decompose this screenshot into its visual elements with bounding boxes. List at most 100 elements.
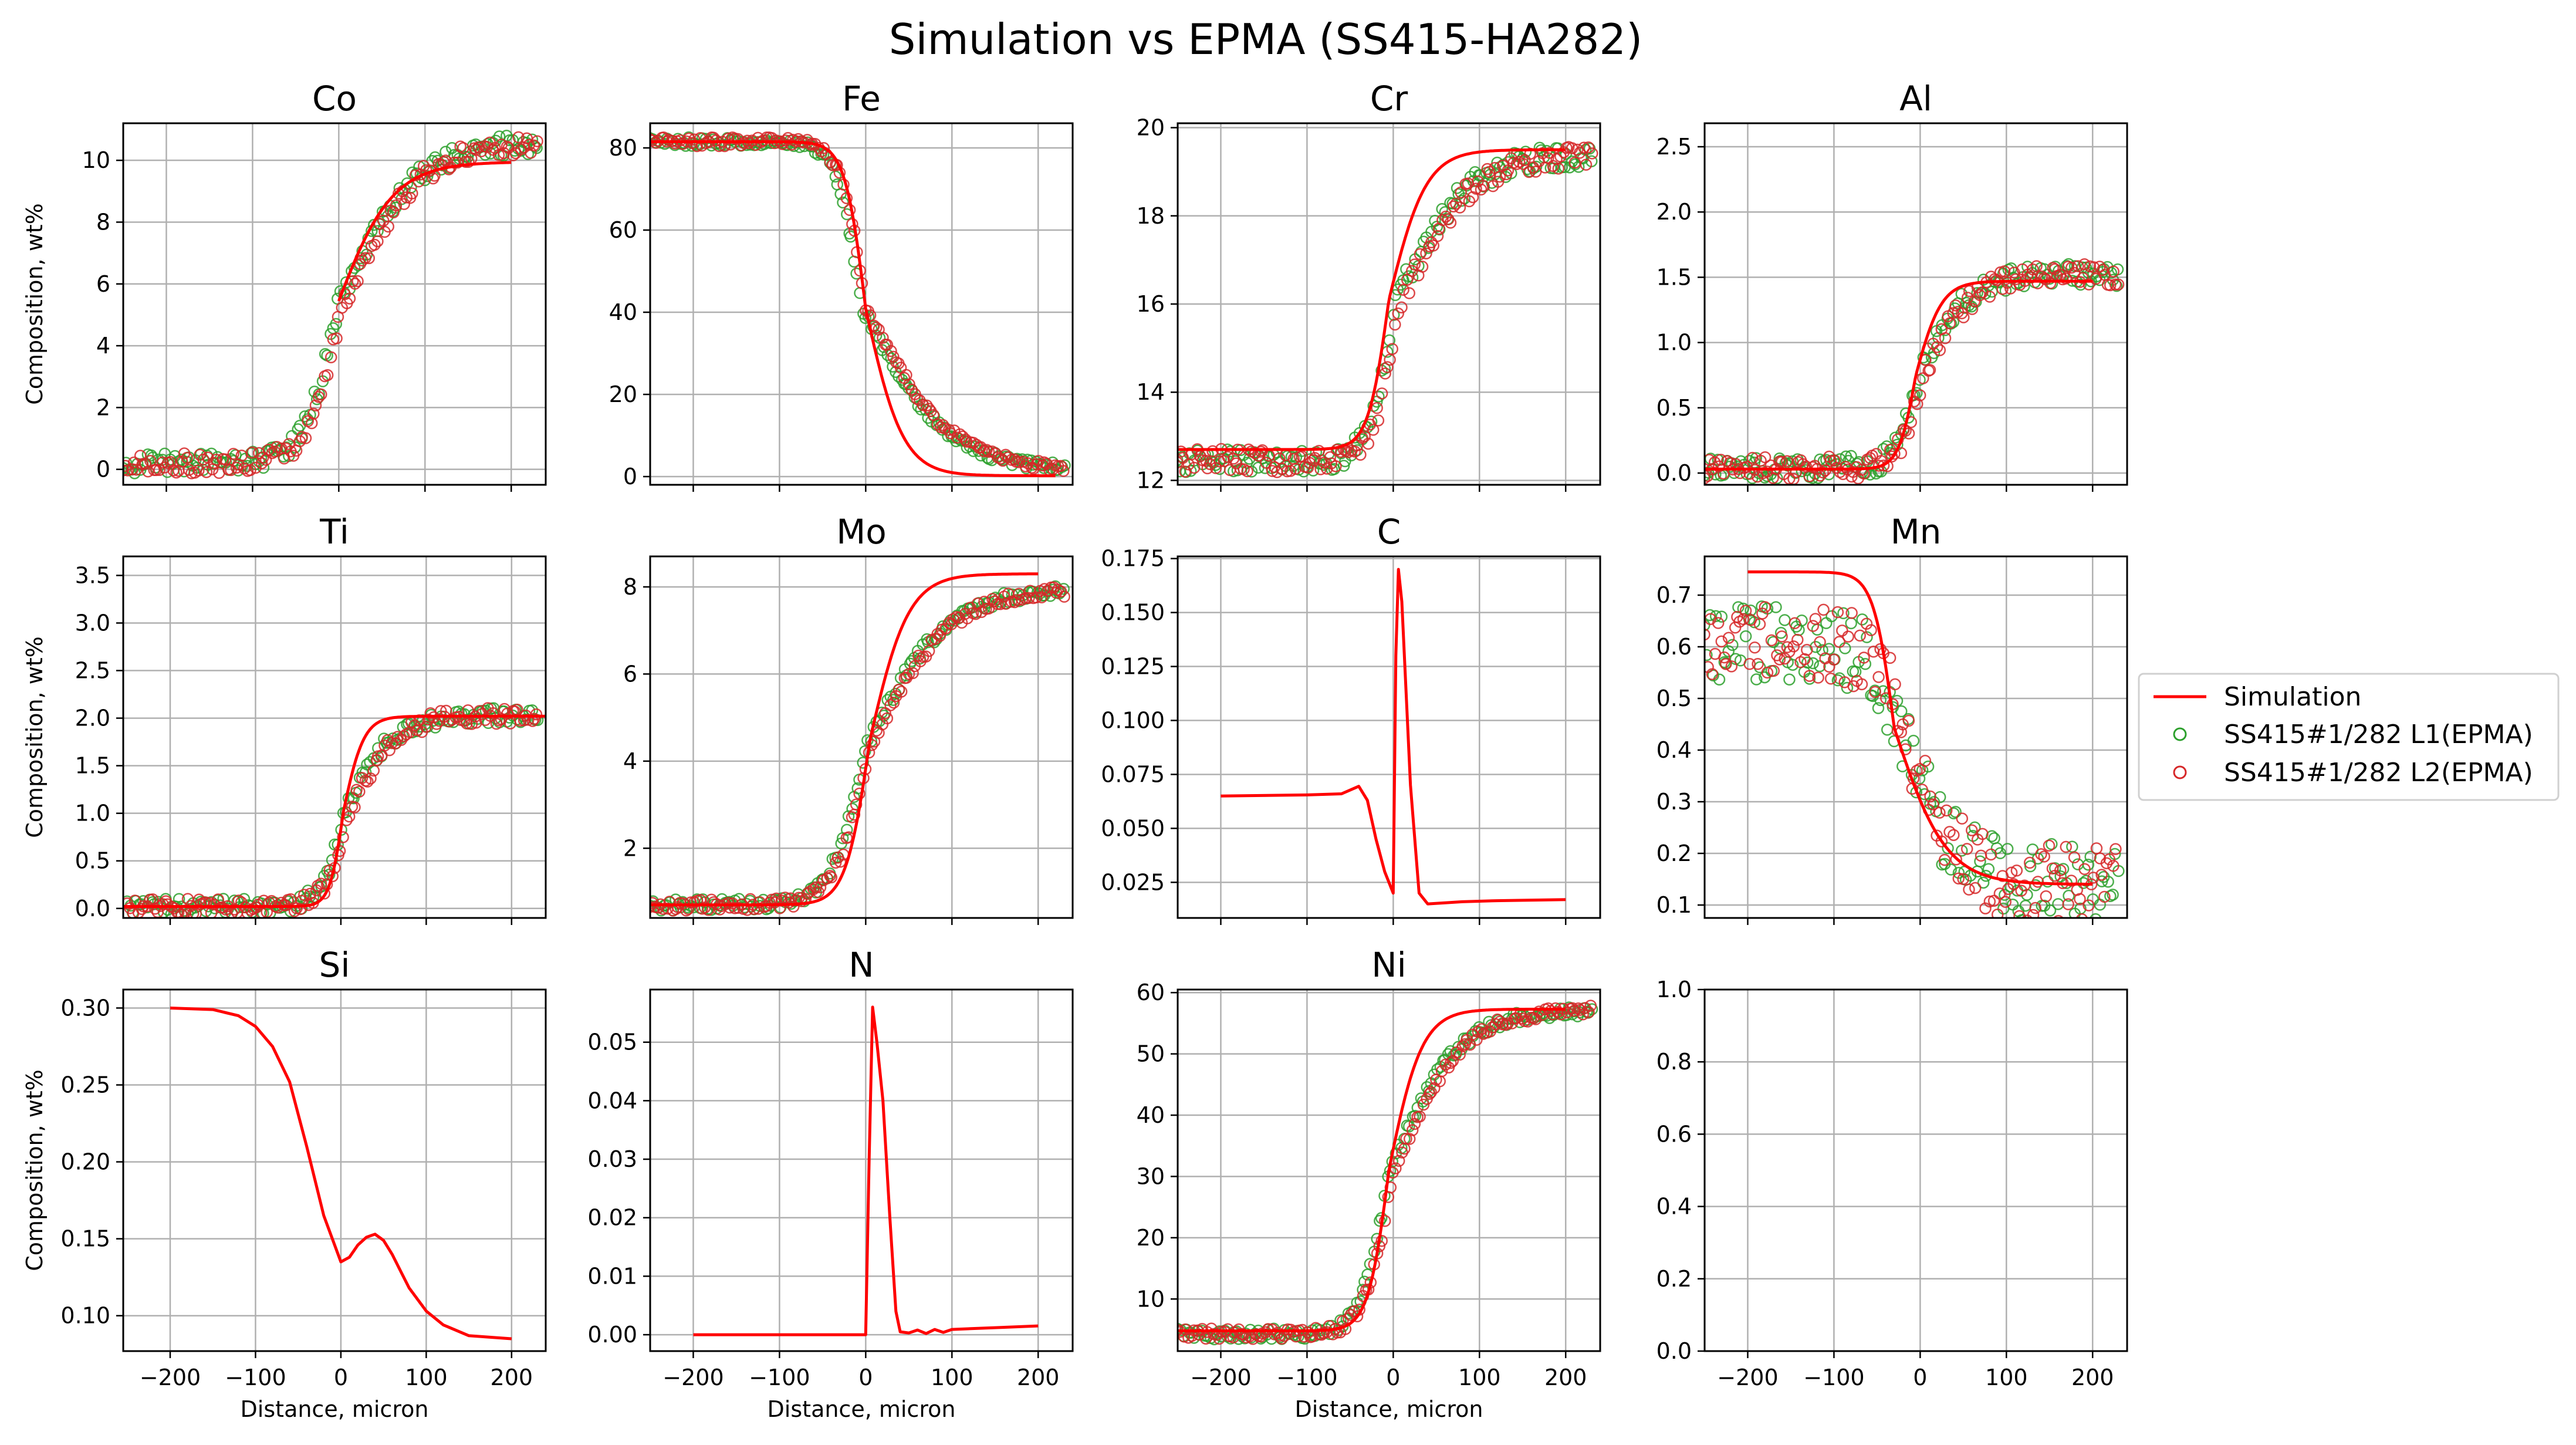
panel-mo-ytick-label: 6 xyxy=(623,661,637,687)
panel-ti-epma-l2-point xyxy=(461,717,473,730)
panel-mn-epma-l2-point xyxy=(1814,636,1826,649)
panel-mo-epma-l2-point xyxy=(773,902,786,914)
panel-al-epma-l2-point xyxy=(1923,364,1936,376)
panel-cr-epma-l2-point xyxy=(1431,229,1444,242)
panel-mn-epma-l2-point xyxy=(1985,848,1997,861)
panel-mo-epma-l2-point xyxy=(763,896,776,909)
panel-empty-xtick-label: 200 xyxy=(2071,1365,2114,1390)
panel-mo-epma-l2-point xyxy=(988,595,1000,607)
panel-mn-epma-l2-point xyxy=(1791,633,1804,646)
panel-ni-xlabel: Distance, micron xyxy=(1295,1396,1483,1422)
panel-co-epma-l2-point xyxy=(164,455,177,468)
panel-n-ytick-label: 0.02 xyxy=(587,1205,637,1231)
panel-ti-frame xyxy=(122,555,547,919)
panel-mn-epma-l2-point xyxy=(1845,607,1858,619)
panel-ti-ytick-label: 0.5 xyxy=(75,848,110,874)
panel-mo-epma-l2-point xyxy=(907,667,919,680)
panel-co-epma-l2-point xyxy=(330,332,343,345)
panel-al-epma-l2-point xyxy=(1931,341,1943,353)
panel-cr-epma-l1-point xyxy=(1259,462,1272,474)
panel-co-epma-l2-point xyxy=(210,453,222,466)
panel-mn-epma-l1-point xyxy=(1841,681,1854,694)
panel-mo-simulation-line xyxy=(650,572,1039,907)
panel-mn-epma-l2-point xyxy=(1983,895,1996,908)
panel-cr-epma-l2-point xyxy=(1372,414,1385,427)
panel-mn-epma-l1-point xyxy=(1831,674,1844,687)
panel-mn-ytick-label: 0.3 xyxy=(1657,789,1692,815)
panel-mn-epma-l1-point xyxy=(2044,904,2057,917)
panel-al-ytick-label: 2.0 xyxy=(1657,199,1692,225)
panel-mn-epma-l1-point xyxy=(2084,850,2097,863)
panel-cr-epma-l1-point xyxy=(1406,271,1419,283)
panel-cr-epma-l2-point xyxy=(1447,200,1460,213)
panel-al-epma-l2-point xyxy=(1740,461,1753,473)
panel-mn-epma-l1-point xyxy=(1948,807,1960,819)
panel-mn-epma-l1-point xyxy=(1796,614,1808,627)
panel-mo-epma-l2-point xyxy=(895,686,908,698)
panel-co-epma-l2-point xyxy=(153,464,165,477)
panel-cr-epma-l2-point xyxy=(1314,463,1327,475)
panel-mn-epma-l1-point xyxy=(1726,639,1739,651)
panel-ni-epma-l1-point xyxy=(1452,1041,1465,1053)
panel-fe-epma-l2-point xyxy=(917,399,929,411)
panel-co-epma-l2-point xyxy=(321,369,334,381)
panel-mn-epma-l2-point xyxy=(1858,651,1870,664)
panel-cr-epma-l2-point xyxy=(1389,318,1401,331)
panel-co-epma-l2-point xyxy=(398,198,410,210)
panel-si-xlabel: Distance, micron xyxy=(241,1396,429,1422)
panel-al-epma-l1-point xyxy=(1771,472,1783,484)
panel-fe-epma-l1-point xyxy=(1059,459,1071,472)
panel-cr-epma-l2-point xyxy=(1580,158,1593,171)
panel-mn-epma-l2-point xyxy=(1761,666,1774,679)
panel-co-epma-l2-point xyxy=(387,206,400,219)
panel-ni-xtick-label: 0 xyxy=(1386,1365,1400,1390)
panel-mo-epma-l2-point xyxy=(732,902,745,914)
panel-mn-epma-l2-point xyxy=(2035,848,2047,860)
panel-fe-ytick-label: 0 xyxy=(623,464,637,489)
panel-cr-epma-l2-point xyxy=(1477,180,1489,192)
panel-si-ytick-label: 0.30 xyxy=(60,995,110,1021)
panel-al-epma-l2-point xyxy=(1943,317,1956,330)
panel-mn-epma-l2-point xyxy=(2060,840,2073,853)
panel-ni-ytick-label: 50 xyxy=(1137,1041,1165,1067)
panel-al-epma-l2-point xyxy=(2044,277,2057,289)
panel-ti-epma-l2-point xyxy=(367,764,380,777)
panel-cr-epma-l2-point xyxy=(1354,448,1367,461)
panel-co-epma-l2-point xyxy=(369,238,381,251)
legend-epma-l1-label: SS415#1/282 L1(EPMA) xyxy=(2224,720,2533,749)
panel-cr-epma-l2-point xyxy=(1392,307,1404,320)
panel-fe-epma-l2-point xyxy=(1019,460,1032,472)
panel-cr: 12 14 16 18 20 Cr xyxy=(1137,79,1601,493)
panel-co: 0 2 4 6 8 10 Co Composition, wt% xyxy=(22,79,547,492)
panel-n-xtick-label: 100 xyxy=(931,1365,973,1390)
panel-c-frame xyxy=(1177,555,1601,919)
panel-mo-epma-l2-point xyxy=(1036,591,1048,604)
panel-fe: 0 20 40 60 80 Fe xyxy=(609,79,1074,492)
panel-empty-ytick-label: 0.2 xyxy=(1657,1266,1692,1292)
panel-ni-epma-l1-point xyxy=(1374,1214,1386,1227)
panel-mn-epma-l1-point xyxy=(1872,702,1885,714)
panel-al-epma-l2-point xyxy=(1808,460,1821,472)
panel-mn-epma-l1-point xyxy=(1922,760,1935,773)
panel-cr-epma-l1-point xyxy=(1245,465,1258,478)
panel-ni-ytick-label: 60 xyxy=(1137,980,1165,1005)
panel-co-epma-l2-point xyxy=(356,254,369,267)
panel-mo-epma-l2-series xyxy=(650,581,1070,917)
panel-si-xtick-label: 0 xyxy=(334,1365,348,1390)
panel-mn-epma-l2-point xyxy=(2062,898,2074,910)
panel-ni-epma-l2-point xyxy=(1414,1110,1426,1123)
panel-si-ylabel: Composition, wt% xyxy=(22,1069,48,1271)
panel-ti-simulation-line xyxy=(123,714,545,908)
panel-cr-epma-l2-point xyxy=(1209,462,1222,474)
panel-si-ytick-label: 0.10 xyxy=(60,1303,110,1329)
panel-ni-frame xyxy=(1177,988,1601,1352)
panel-mn-epma-l1-point xyxy=(1745,604,1757,617)
panel-mn-epma-l1-point xyxy=(1783,673,1796,686)
panel-cr-epma-l2-point xyxy=(1309,452,1321,464)
panel-mn-epma-l2-point xyxy=(1715,635,1728,648)
panel-mn-epma-l1-point xyxy=(2102,876,2114,888)
panel-ti-epma-l2-point xyxy=(190,907,202,918)
panel-ti-epma-l2-point xyxy=(430,718,443,730)
panel-ni-epma-l2-point xyxy=(1522,1015,1534,1028)
panel-mo-epma-l2-point xyxy=(824,869,836,882)
